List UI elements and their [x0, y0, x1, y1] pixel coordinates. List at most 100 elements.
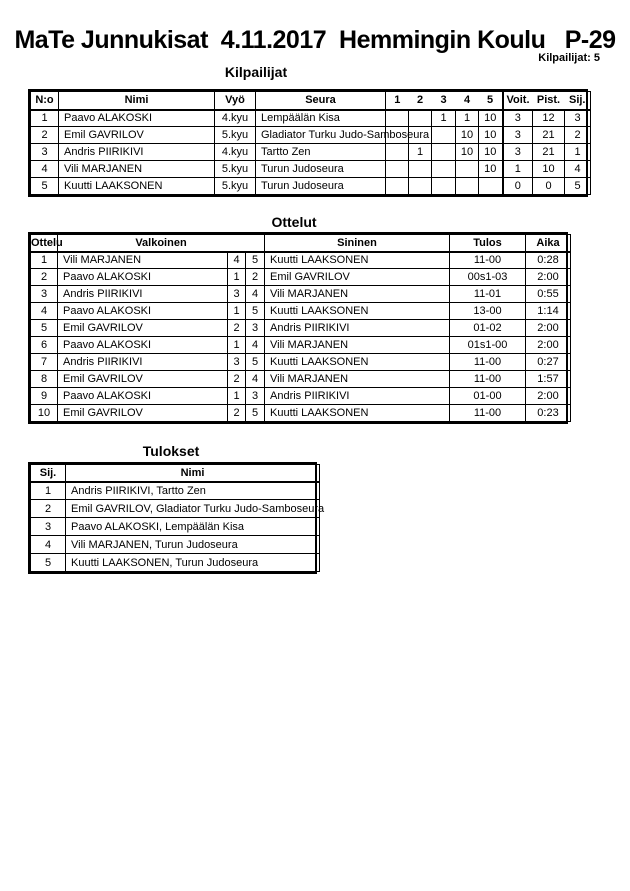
- column-header-blue: Sininen: [264, 234, 450, 253]
- blue-competitor: Vili MARJANEN: [264, 336, 450, 354]
- table-row: 10 Emil GAVRILOV 2 5 Kuutti LAAKSONEN 11…: [30, 404, 571, 422]
- points-value: 21: [532, 143, 565, 161]
- match-result: 11-00: [449, 370, 526, 388]
- round-cell: [431, 160, 456, 178]
- competitors-header-row: N:o Nimi Vyö Seura 1 2 3 4 5 Voit. Pist.…: [30, 91, 591, 111]
- round-cell: 10: [478, 109, 503, 127]
- round-cell: [385, 109, 409, 127]
- wins-value: 3: [501, 126, 533, 144]
- competitor-belt: 5.kyu: [214, 126, 256, 144]
- competitor-name: Kuutti LAAKSONEN: [58, 177, 215, 195]
- blue-competitor: Vili MARJANEN: [264, 370, 450, 388]
- table-row: 7 Andris PIIRIKIVI 3 5 Kuutti LAAKSONEN …: [30, 353, 571, 371]
- match-number: 1: [30, 251, 58, 269]
- round-cell: 10: [478, 160, 503, 178]
- participants-count: Kilpailijat: 5: [538, 52, 600, 64]
- match-number: 6: [30, 336, 58, 354]
- white-competitor: Emil GAVRILOV: [57, 370, 228, 388]
- result-name: Emil GAVRILOV, Gladiator Turku Judo-Samb…: [65, 499, 324, 518]
- round-cell: [408, 109, 432, 127]
- result-name: Kuutti LAAKSONEN, Turun Judoseura: [65, 553, 320, 572]
- round-cell: 1: [431, 109, 456, 127]
- table-row: 3 Paavo ALAKOSKI, Lempäälän Kisa: [30, 517, 320, 536]
- blue-competitor: Kuutti LAAKSONEN: [264, 251, 450, 269]
- column-header-wins: Voit.: [501, 91, 533, 111]
- blue-competitor: Kuutti LAAKSONEN: [264, 404, 450, 422]
- blue-number: 5: [245, 251, 265, 269]
- round-cell: [455, 160, 479, 178]
- blue-number: 5: [245, 404, 265, 422]
- wins-value: 3: [501, 109, 533, 127]
- white-number: 2: [227, 370, 246, 388]
- match-time: 2:00: [525, 336, 571, 354]
- white-number: 1: [227, 387, 246, 405]
- competitor-number: 5: [30, 177, 59, 195]
- white-competitor: Paavo ALAKOSKI: [57, 336, 228, 354]
- match-number: 8: [30, 370, 58, 388]
- placement-value: 1: [564, 143, 591, 161]
- competitor-belt: 4.kyu: [214, 143, 256, 161]
- placement-value: 5: [30, 553, 66, 572]
- table-row: 3 Andris PIIRIKIVI 4.kyu Tartto Zen 1 10…: [30, 143, 591, 161]
- white-competitor: Emil GAVRILOV: [57, 319, 228, 337]
- results-heading: Tulokset: [142, 443, 200, 459]
- placement-value: 1: [30, 481, 66, 500]
- column-header-points: Pist.: [532, 91, 565, 111]
- page-title: MaTe Junnukisat 4.11.2017 Hemmingin Koul…: [14, 26, 616, 54]
- match-number: 7: [30, 353, 58, 371]
- match-result: 00s1-03: [449, 268, 526, 286]
- table-row: 1 Vili MARJANEN 4 5 Kuutti LAAKSONEN 11-…: [30, 251, 571, 269]
- competitor-number: 1: [30, 109, 59, 127]
- table-row: 5 Kuutti LAAKSONEN, Turun Judoseura: [30, 553, 320, 572]
- placement-value: 2: [564, 126, 591, 144]
- match-number: 3: [30, 285, 58, 303]
- white-number: 1: [227, 268, 246, 286]
- round-cell: [455, 177, 479, 195]
- column-header-number: N:o: [30, 91, 59, 111]
- round-cell: [408, 177, 432, 195]
- column-header-match: Ottelu: [30, 234, 63, 253]
- wins-value: 1: [501, 160, 533, 178]
- competitor-number: 3: [30, 143, 59, 161]
- placement-value: 2: [30, 499, 66, 518]
- result-name: Vili MARJANEN, Turun Judoseura: [65, 535, 320, 554]
- match-time: 0:23: [525, 404, 571, 422]
- blue-competitor: Kuutti LAAKSONEN: [264, 353, 450, 371]
- points-value: 0: [532, 177, 565, 195]
- match-time: 2:00: [525, 319, 571, 337]
- competitors-table: N:o Nimi Vyö Seura 1 2 3 4 5 Voit. Pist.…: [28, 89, 591, 197]
- table-row: 6 Paavo ALAKOSKI 1 4 Vili MARJANEN 01s1-…: [30, 336, 571, 354]
- column-header-club: Seura: [255, 91, 386, 111]
- blue-number: 5: [245, 353, 265, 371]
- match-number: 10: [30, 404, 58, 422]
- blue-number: 4: [245, 285, 265, 303]
- competitor-club: Lempäälän Kisa: [255, 109, 386, 127]
- points-value: 10: [532, 160, 565, 178]
- placement-value: 4: [564, 160, 591, 178]
- round-cell: [408, 160, 432, 178]
- white-competitor: Paavo ALAKOSKI: [57, 268, 228, 286]
- table-row: 5 Emil GAVRILOV 2 3 Andris PIIRIKIVI 01-…: [30, 319, 571, 337]
- white-number: 3: [227, 285, 246, 303]
- column-header-placement: Sij.: [564, 91, 591, 111]
- competitor-club: Tartto Zen: [255, 143, 386, 161]
- match-time: 1:57: [525, 370, 571, 388]
- round-cell: [478, 177, 503, 195]
- matches-table: Ottelu Valkoinen Sininen Tulos Aika 1 Vi…: [28, 232, 571, 424]
- results-header-row: Sij. Nimi: [30, 464, 320, 483]
- match-result: 11-00: [449, 251, 526, 269]
- competitor-club: Turun Judoseura: [255, 177, 386, 195]
- round-cell: [385, 160, 409, 178]
- match-result: 01-02: [449, 319, 526, 337]
- white-number: 3: [227, 353, 246, 371]
- match-number: 2: [30, 268, 58, 286]
- column-header-name: Nimi: [65, 464, 320, 483]
- match-result: 01-00: [449, 387, 526, 405]
- competitor-number: 2: [30, 126, 59, 144]
- round-cell: [431, 126, 456, 144]
- white-number: 1: [227, 336, 246, 354]
- competitor-number: 4: [30, 160, 59, 178]
- result-name: Andris PIIRIKIVI, Tartto Zen: [65, 481, 320, 500]
- white-competitor: Andris PIIRIKIVI: [57, 353, 228, 371]
